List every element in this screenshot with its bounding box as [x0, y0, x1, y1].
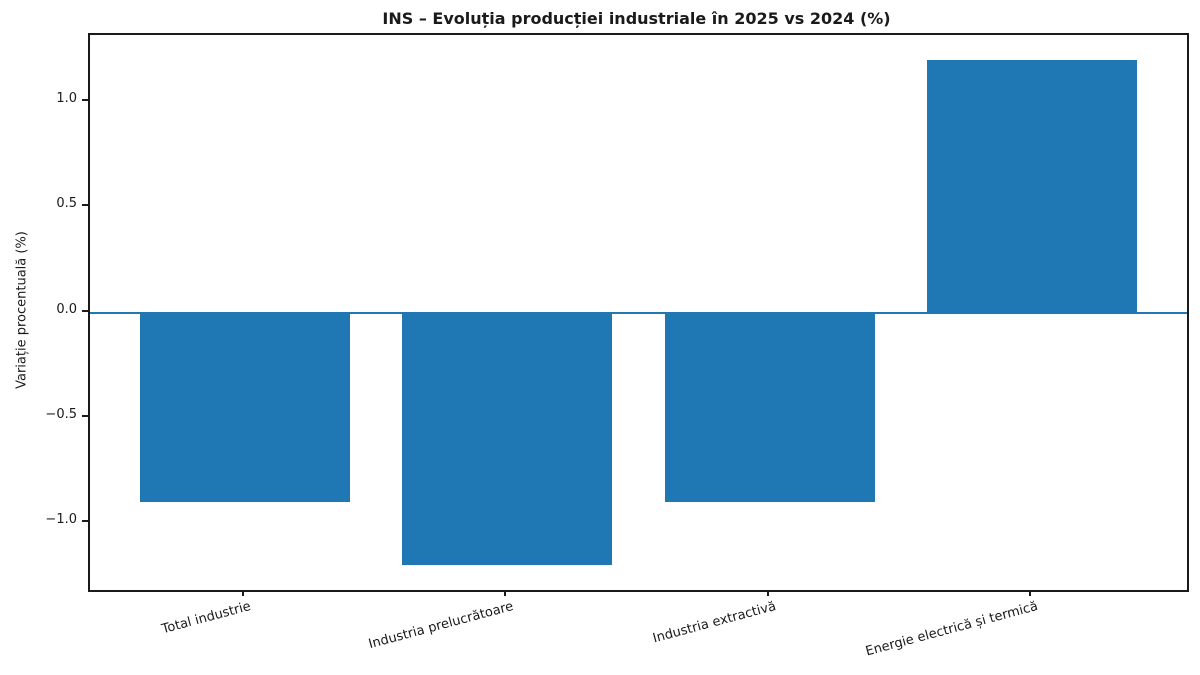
x-tick-mark — [504, 590, 507, 596]
plot-area — [88, 33, 1189, 592]
zero-line — [90, 311, 1187, 314]
y-tick-label: −1.0 — [45, 511, 77, 527]
x-tick-label: Industria prelucrătoare — [367, 599, 516, 653]
y-tick-label: 1.0 — [56, 91, 77, 107]
y-tick-label: 0.0 — [56, 301, 77, 317]
y-axis-label: Variație procentuală (%) — [14, 231, 30, 389]
y-tick-mark — [82, 519, 88, 522]
x-tick-mark — [1029, 590, 1032, 596]
y-tick-mark — [82, 309, 88, 312]
x-tick-label: Total industrie — [160, 599, 253, 638]
x-tick-mark — [241, 590, 244, 596]
x-tick-mark — [766, 590, 769, 596]
y-tick-mark — [82, 414, 88, 417]
bar-4 — [927, 60, 1138, 313]
bar-1 — [139, 312, 350, 502]
x-tick-label: Industria extractivă — [651, 599, 778, 647]
chart-title: INS – Evoluția producției industriale în… — [382, 9, 891, 28]
y-tick-label: −0.5 — [45, 406, 77, 422]
y-tick-mark — [82, 99, 88, 102]
x-tick-label: Energie electrică și termică — [864, 599, 1041, 660]
bar-2 — [402, 312, 613, 565]
y-tick-mark — [82, 204, 88, 207]
bar-3 — [664, 312, 875, 502]
y-tick-label: 0.5 — [56, 196, 77, 212]
